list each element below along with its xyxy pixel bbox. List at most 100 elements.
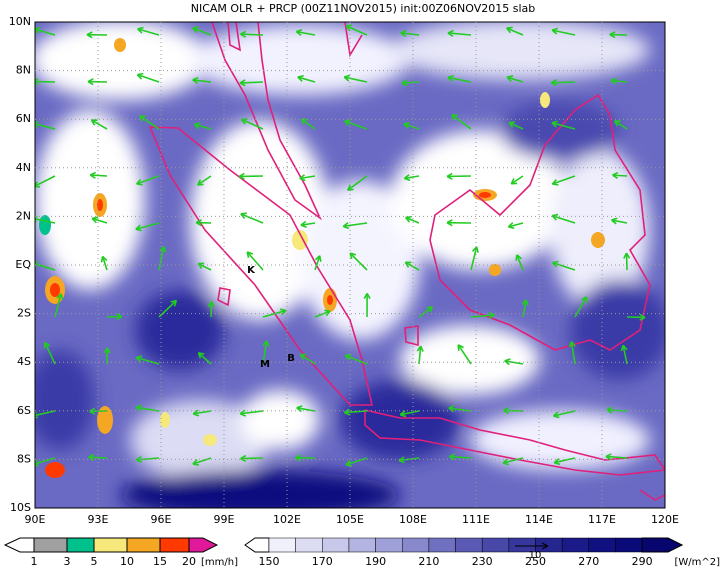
lat-label: 8S — [17, 452, 31, 465]
wind-vector-shaft — [91, 217, 108, 224]
wind-vector-head — [551, 27, 559, 35]
wind-vector-head — [515, 254, 523, 261]
wind-vector-shaft — [193, 410, 212, 415]
wind-vector-shaft — [404, 261, 420, 271]
lat-label: 6N — [16, 112, 31, 125]
wind-vector-head — [568, 341, 576, 348]
wind-vector-head — [404, 261, 412, 268]
wind-vector-head — [240, 30, 247, 38]
wind-vector-shaft — [405, 216, 420, 224]
wind-vector-shaft — [299, 175, 316, 180]
wind-vector-head — [416, 345, 424, 352]
wind-vector — [106, 313, 123, 321]
wind-vector — [262, 340, 270, 365]
wind-vector — [574, 296, 588, 318]
wind-vector-head — [192, 76, 199, 85]
lat-label: 2N — [16, 209, 31, 222]
lon-label: 96E — [151, 513, 172, 526]
wind-vector-head — [35, 181, 41, 188]
wind-vector-head — [552, 411, 560, 419]
wind-vector — [510, 175, 524, 185]
wind-vector-head — [88, 453, 95, 461]
wind-vector-shaft — [447, 76, 472, 83]
place-label: M — [260, 359, 270, 370]
wind-vector-head — [324, 309, 331, 317]
wind-vector-head — [457, 344, 464, 351]
wind-vector — [343, 74, 368, 83]
wind-vector — [196, 175, 212, 186]
wind-vector-shaft — [349, 252, 368, 271]
wind-vector-shaft — [574, 296, 588, 318]
wind-vector-head — [207, 301, 215, 308]
olr-colorbar-label: 230 — [472, 555, 493, 568]
wind-vector — [88, 453, 108, 461]
wind-vector-shaft — [447, 32, 472, 36]
wind-vector-head — [345, 24, 353, 32]
wind-vector-head — [345, 459, 353, 467]
wind-vector-head — [192, 459, 199, 466]
lon-label: 117E — [588, 513, 616, 526]
wind-vector-shaft — [551, 81, 576, 84]
wind-vector-shaft — [106, 315, 122, 318]
wind-vector — [508, 121, 524, 130]
wind-vector-shaft — [197, 175, 212, 186]
wind-vector-head — [343, 408, 351, 416]
olr-colorbar-label: 270 — [578, 555, 599, 568]
wind-vector-head — [193, 122, 201, 130]
wind-vector-shaft — [508, 121, 524, 130]
wind-vector-shaft — [344, 76, 368, 83]
wind-vector-head — [297, 74, 304, 82]
lat-label: 8N — [16, 64, 31, 77]
wind-vector-head — [472, 246, 479, 253]
wind-vector — [136, 175, 160, 186]
wind-vector — [447, 74, 472, 83]
wind-vector-shaft — [605, 455, 628, 459]
olr-colorbar-label: 290 — [632, 555, 653, 568]
wind-vector — [43, 341, 56, 365]
wind-vector-shaft — [516, 254, 524, 271]
wind-vector-head — [401, 79, 408, 87]
wind-vector — [238, 172, 264, 180]
wind-vector-shaft — [345, 25, 368, 36]
wind-vector-shaft — [522, 299, 527, 318]
wind-vector-head — [135, 455, 143, 464]
wind-vector — [295, 28, 316, 37]
wind-vector-shaft — [194, 123, 212, 130]
wind-vector — [297, 74, 316, 83]
wind-vector-shaft — [240, 33, 264, 36]
wind-vector — [448, 453, 472, 461]
wind-vector-shaft — [262, 309, 287, 318]
wind-vector — [506, 26, 524, 36]
wind-vector — [207, 301, 215, 318]
lon-label: 108E — [399, 513, 427, 526]
wind-vector — [418, 306, 434, 318]
precip-colorbar-label: 10 — [120, 555, 134, 568]
wind-vector — [294, 454, 316, 462]
wind-vector-shaft — [470, 314, 495, 318]
wind-vector-shaft — [554, 457, 576, 464]
wind-vector-shaft — [611, 79, 628, 83]
wind-vector-head — [89, 171, 97, 179]
wind-vector — [103, 347, 111, 365]
wind-vector-head — [170, 299, 178, 307]
wind-vector-head — [506, 26, 513, 34]
wind-vector-head — [610, 77, 617, 85]
wind-vector — [552, 410, 576, 419]
wind-vector-shaft — [344, 120, 368, 130]
precip-colorbar-label: 1 — [31, 555, 38, 568]
wind-vector-head — [612, 171, 619, 179]
wind-vector — [299, 174, 316, 182]
wind-vector — [240, 30, 264, 38]
wind-vector-shaft — [506, 27, 524, 36]
wind-vector-head — [87, 78, 94, 86]
wind-vector — [568, 341, 576, 365]
wind-vector-head — [504, 358, 511, 366]
wind-vector-head — [507, 222, 515, 230]
wind-vector — [446, 172, 472, 180]
wind-vector — [54, 293, 64, 318]
wind-vector-head — [240, 454, 247, 463]
wind-vector — [447, 29, 472, 37]
olr-colorbar-segment — [428, 537, 456, 553]
wind-vector-shaft — [506, 76, 524, 83]
precip-colorbar-segment — [159, 537, 190, 553]
